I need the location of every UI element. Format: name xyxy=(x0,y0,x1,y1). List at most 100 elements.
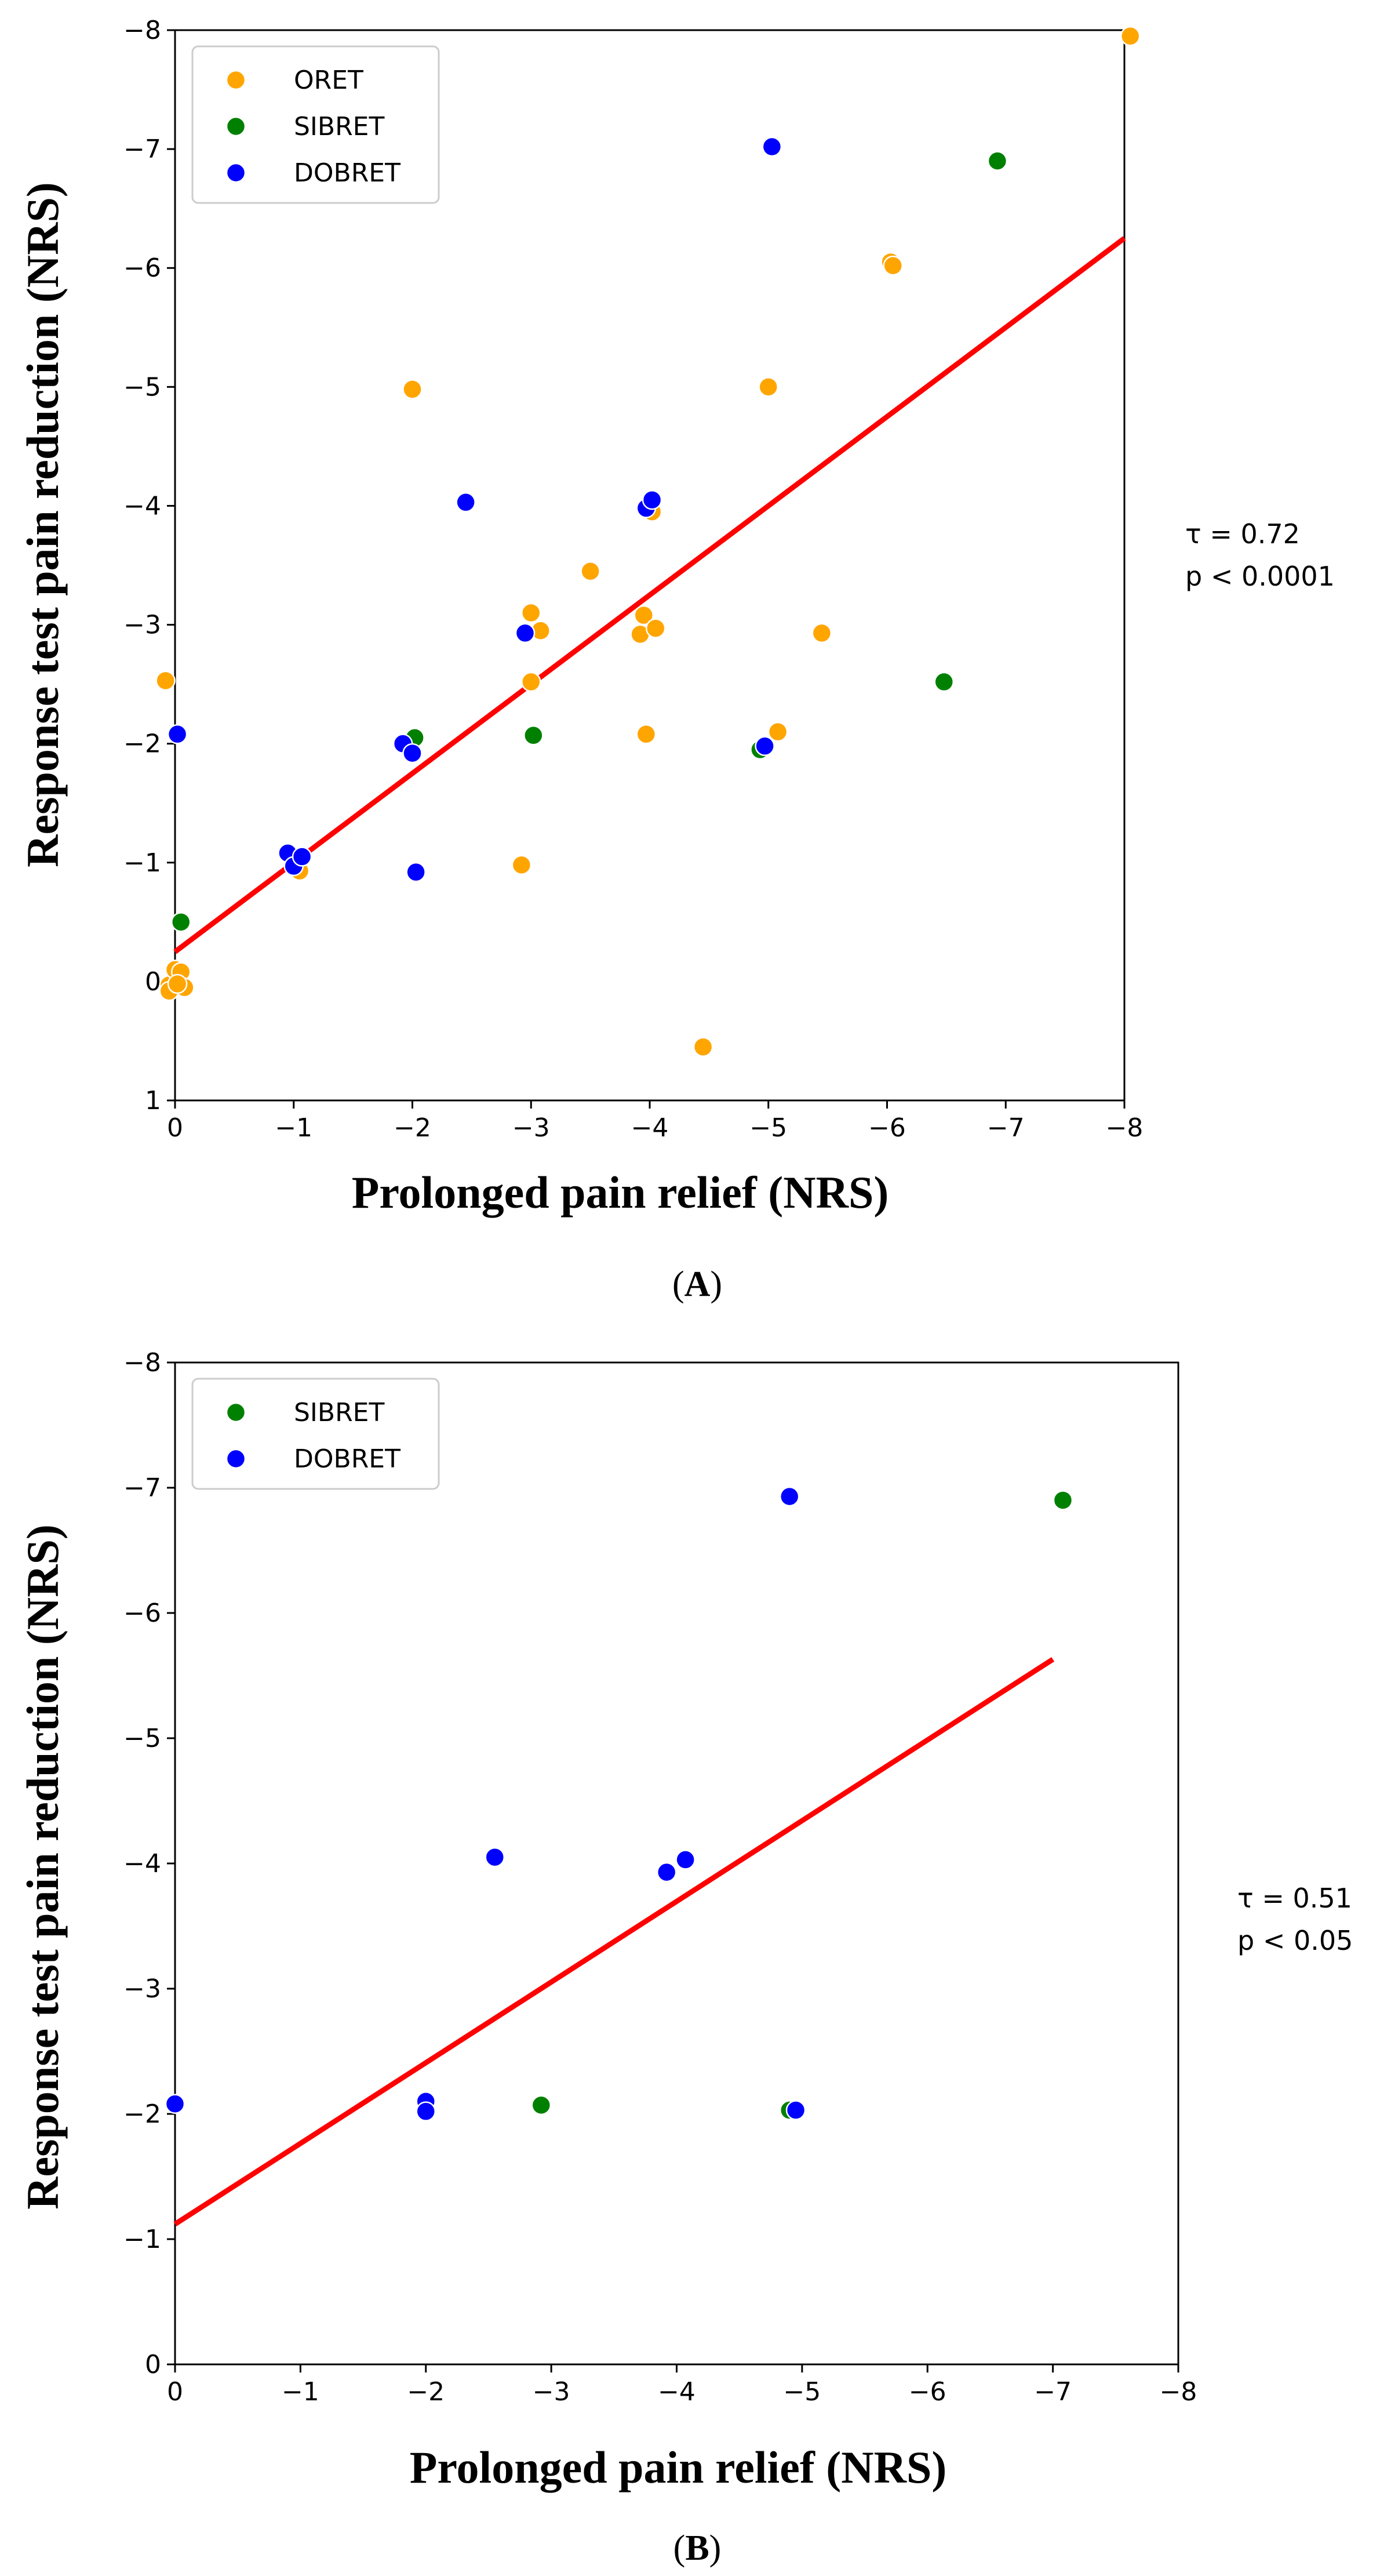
point-sibret xyxy=(531,2095,552,2116)
point-dobret xyxy=(656,1862,677,1883)
legend-label-sibret: SIBRET xyxy=(294,1398,384,1427)
plot-area: 0 −1 −2 −3 −4 −5 −6 −7 −8 0 −1 −2 −3 −4 −5 −6 −7 −8 xyxy=(123,1348,1197,2407)
y-tick-label: −5 xyxy=(123,372,161,402)
point-dobret xyxy=(779,1486,800,1507)
y-tick-label: −5 xyxy=(123,1724,161,1753)
x-tick-label: −7 xyxy=(1034,2377,1072,2407)
point-oret xyxy=(883,255,903,276)
point-dobret xyxy=(416,2101,436,2121)
legend: SIBRET DOBRET xyxy=(191,1378,440,1490)
point-dobret xyxy=(515,623,536,644)
x-axis-title: Prolonged pain relief (NRS) xyxy=(410,2442,947,2493)
y-tick-label: −8 xyxy=(123,1348,161,1378)
p-value: p < 0.0001 xyxy=(1185,561,1335,592)
point-dobret xyxy=(406,862,426,882)
x-tick-label: −8 xyxy=(1106,1113,1144,1143)
point-dobret xyxy=(165,2094,185,2114)
x-tick-label: −8 xyxy=(1160,2377,1197,2407)
point-dobret xyxy=(402,743,423,764)
point-oret xyxy=(1120,26,1141,46)
point-dobret xyxy=(755,736,775,757)
point-oret xyxy=(636,724,657,744)
point-oret xyxy=(758,377,778,397)
x-tick-label: 0 xyxy=(167,1113,183,1143)
y-tick-label: −7 xyxy=(123,1473,161,1503)
x-tick-label: −3 xyxy=(512,1113,550,1143)
point-dobret xyxy=(642,489,662,510)
legend-label-dobret: DOBRET xyxy=(294,158,400,188)
point-sibret xyxy=(987,151,1008,171)
point-dobret xyxy=(785,2100,806,2120)
points-layer xyxy=(165,1486,1073,2121)
legend-marker-dobret xyxy=(225,162,246,183)
legend-marker-sibret xyxy=(225,1402,246,1423)
tau-statistic: τ = 0.72 xyxy=(1185,518,1300,550)
y-tick-label: −2 xyxy=(123,729,161,759)
point-dobret xyxy=(167,724,188,744)
legend-marker-dobret xyxy=(225,1448,246,1469)
y-tick-label: −3 xyxy=(123,1974,161,2004)
y-tick-label: −1 xyxy=(123,2225,161,2254)
point-sibret xyxy=(170,912,191,932)
tau-statistic: τ = 0.51 xyxy=(1237,1883,1352,1914)
point-dobret xyxy=(292,846,312,867)
y-tick-label: −4 xyxy=(123,1849,161,1879)
point-oret xyxy=(580,561,600,582)
y-tick-label: 0 xyxy=(145,967,161,997)
x-tick-label: −5 xyxy=(749,1113,787,1143)
panel-label: (B) xyxy=(673,2528,722,2568)
point-sibret xyxy=(523,725,544,746)
y-tick-label: −2 xyxy=(123,2099,161,2129)
point-dobret xyxy=(456,492,476,513)
point-oret xyxy=(521,602,541,623)
point-oret xyxy=(167,973,188,994)
panel-a: Response test pain reduction (NRS) Prolo… xyxy=(17,16,1335,1304)
regression-line xyxy=(173,1657,1055,2226)
x-tick-label: −4 xyxy=(631,1113,669,1143)
legend-marker-sibret xyxy=(225,116,246,137)
x-tick-label: −4 xyxy=(658,2377,696,2407)
legend-box xyxy=(191,45,440,204)
x-tick-label: −7 xyxy=(987,1113,1025,1143)
y-axis-title: Response test pain reduction (NRS) xyxy=(17,1524,68,2210)
point-oret xyxy=(633,605,654,626)
point-oret xyxy=(767,721,788,742)
point-oret xyxy=(511,855,532,875)
panel-letter: A xyxy=(684,1265,711,1304)
point-oret xyxy=(521,671,541,692)
legend-label-dobret: DOBRET xyxy=(294,1444,400,1474)
panel-letter: B xyxy=(685,2528,709,2568)
y-tick-label: −6 xyxy=(123,1598,161,1628)
y-tick-label: 1 xyxy=(145,1086,161,1116)
legend-label-oret: ORET xyxy=(294,66,363,95)
x-axis-title: Prolonged pain relief (NRS) xyxy=(352,1167,889,1218)
regression-line xyxy=(173,236,1126,954)
point-sibret xyxy=(934,671,955,692)
y-tick-label: 0 xyxy=(145,2350,161,2379)
p-value: p < 0.05 xyxy=(1237,1925,1353,1956)
x-tick-label: −6 xyxy=(909,2377,946,2407)
y-tick-label: −3 xyxy=(123,611,161,640)
point-dobret xyxy=(675,1850,696,1870)
legend-label-sibret: SIBRET xyxy=(294,112,384,141)
legend: ORET SIBRET DOBRET xyxy=(191,45,440,204)
point-oret xyxy=(811,623,832,644)
y-tick-label: −4 xyxy=(123,491,161,521)
y-axis-title: Response test pain reduction (NRS) xyxy=(17,182,68,867)
x-tick-label: −2 xyxy=(407,2377,445,2407)
x-tick-label: −1 xyxy=(275,1113,312,1143)
panel-label: (A) xyxy=(672,1265,722,1304)
point-oret xyxy=(402,379,423,399)
y-tick-label: −8 xyxy=(123,16,161,45)
trend-line-layer xyxy=(173,236,1126,954)
trend-line-layer xyxy=(173,1657,1055,2226)
point-dobret xyxy=(762,136,782,157)
x-tick-label: −3 xyxy=(533,2377,570,2407)
point-dobret xyxy=(485,1847,505,1867)
point-sibret xyxy=(1053,1490,1073,1510)
panel-b: Response test pain reduction (NRS) Prolo… xyxy=(17,1348,1353,2568)
x-tick-label: −5 xyxy=(783,2377,821,2407)
x-tick-label: −6 xyxy=(868,1113,906,1143)
